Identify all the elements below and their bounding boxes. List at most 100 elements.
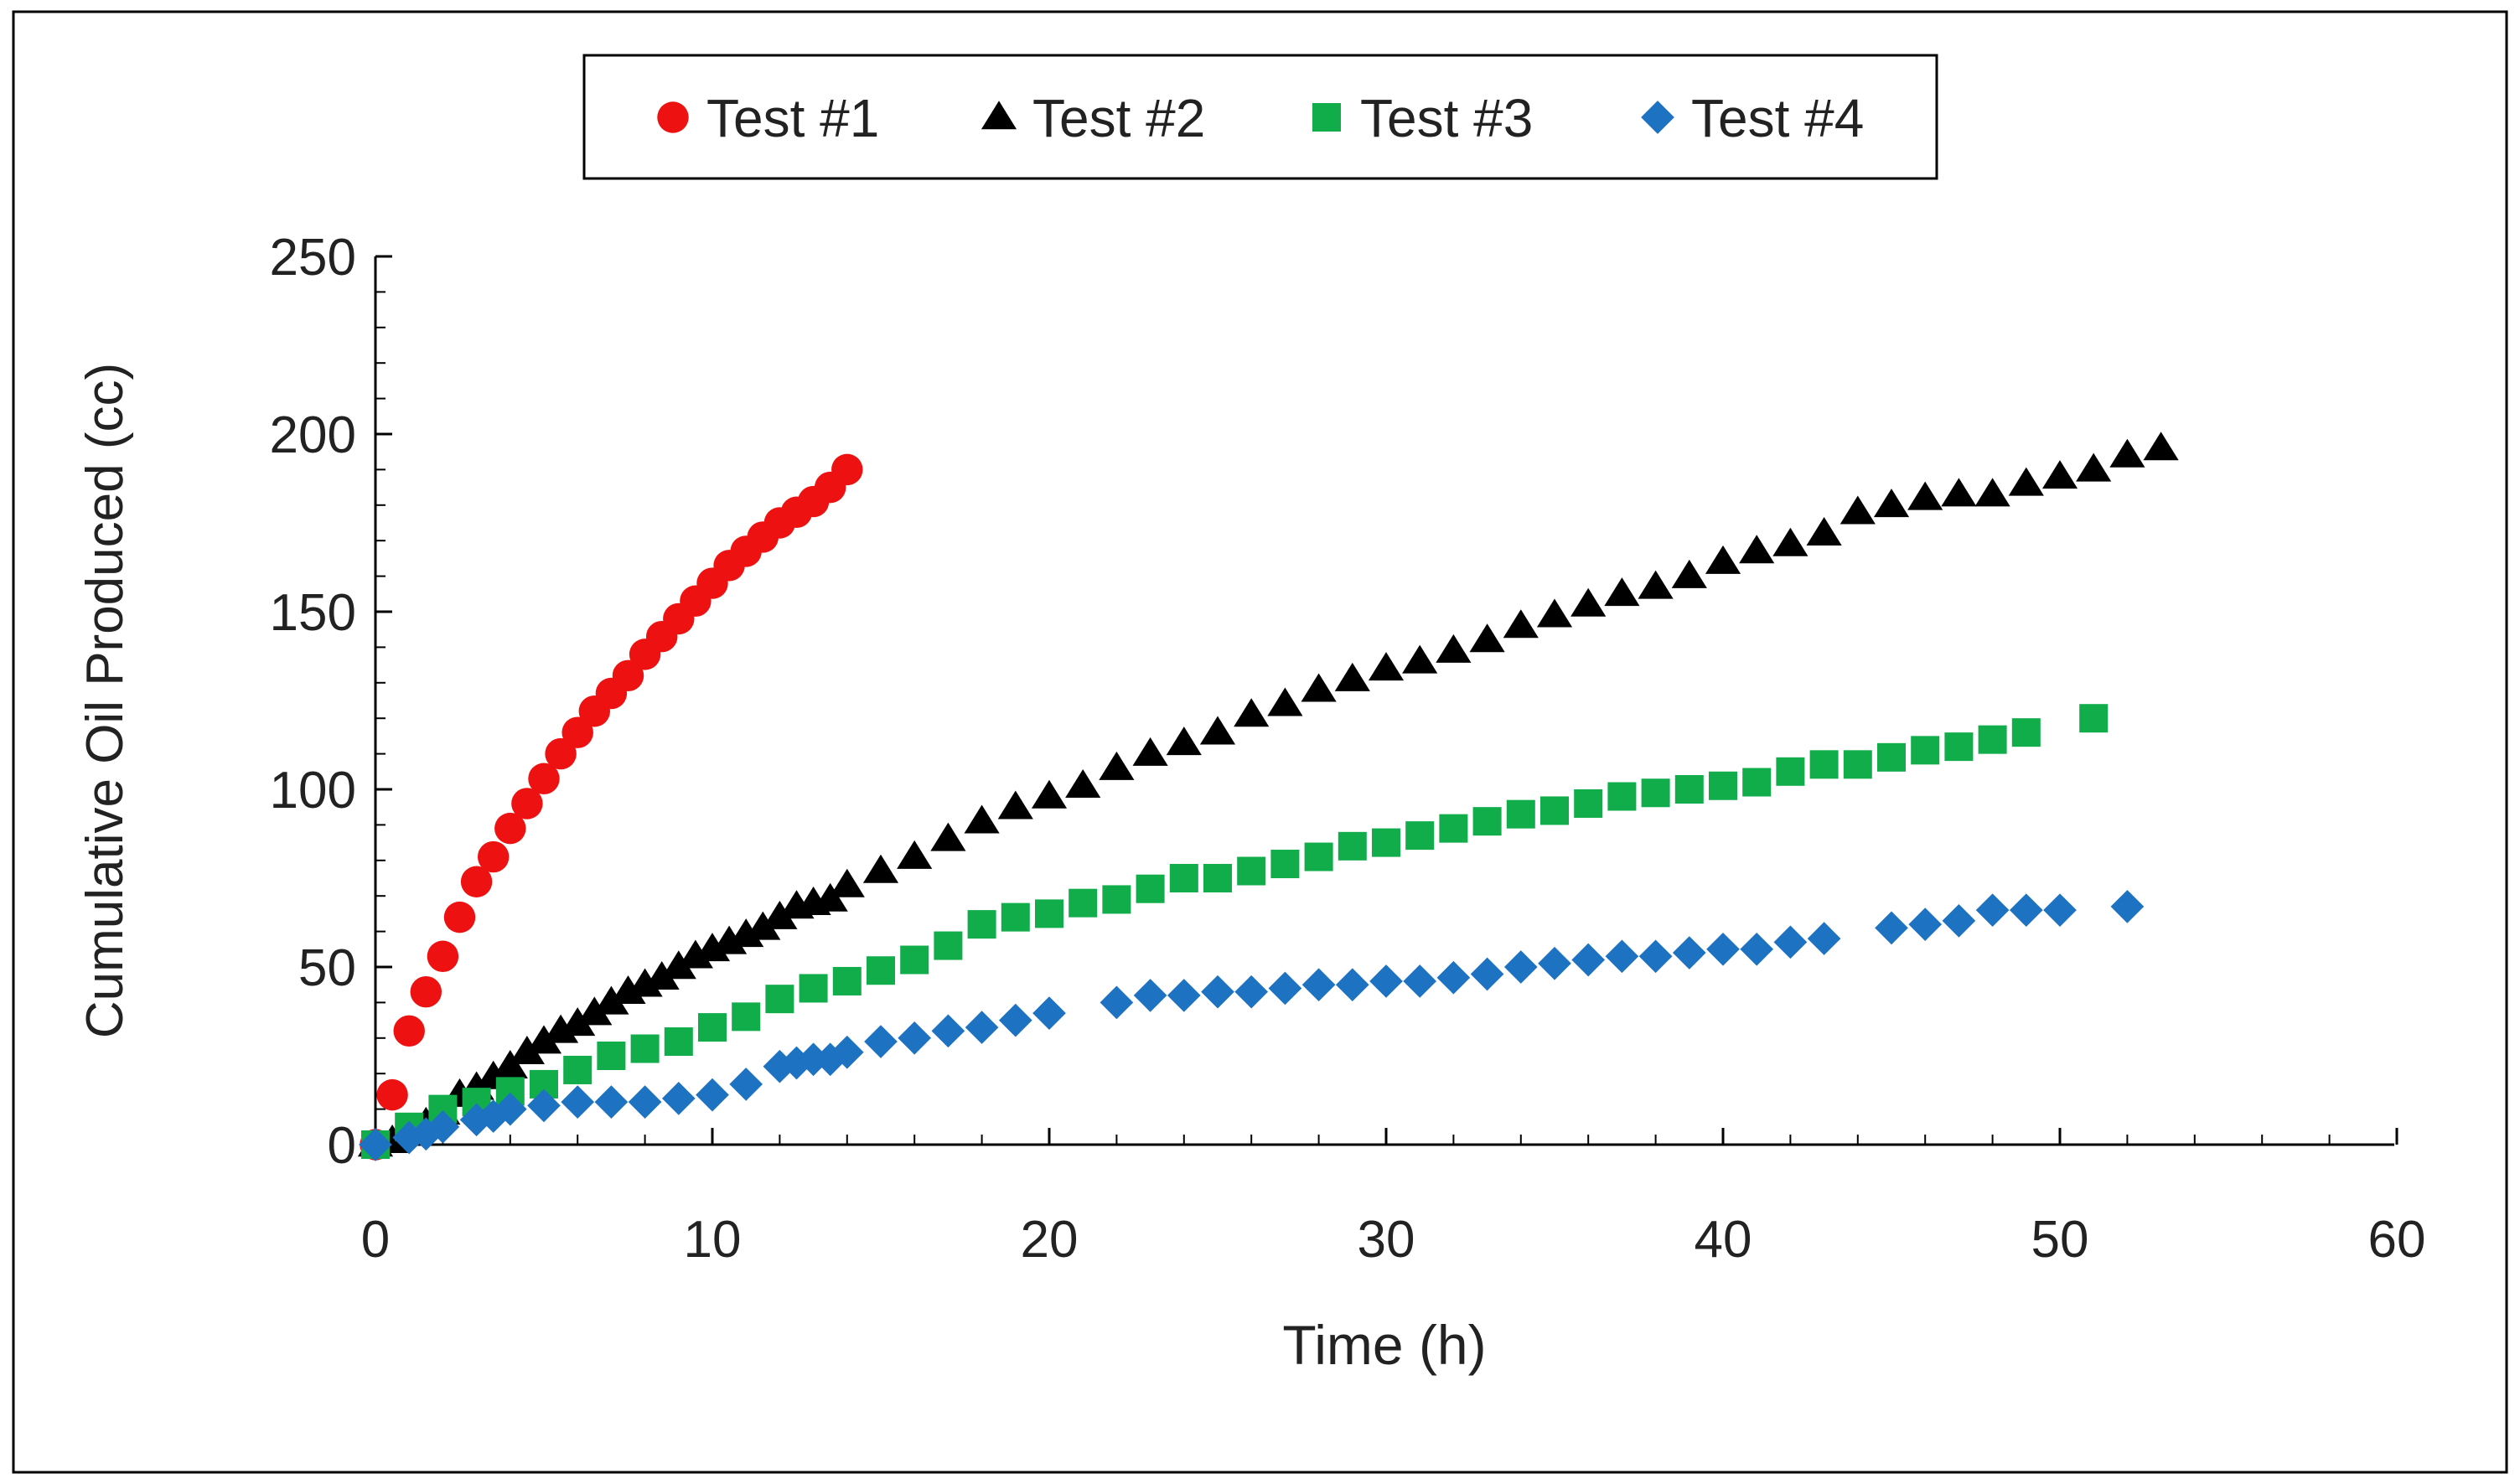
data-point	[696, 1078, 729, 1112]
x-tick-label: 60	[2368, 1211, 2426, 1269]
data-point	[796, 1042, 831, 1077]
data-point	[1641, 778, 1670, 808]
data-point	[830, 1035, 864, 1069]
data-point	[1304, 842, 1333, 871]
y-tick-label: 0	[328, 1117, 356, 1175]
data-point	[964, 804, 1000, 834]
data-point	[1199, 716, 1236, 745]
y-axis-title: Cumulative Oil Produced (cc)	[76, 363, 134, 1038]
data-point	[1506, 799, 1535, 829]
data-point	[577, 996, 613, 1026]
legend-box	[582, 54, 1938, 180]
data-point	[930, 822, 966, 851]
data-point	[1335, 968, 1369, 1002]
data-point	[1907, 481, 1943, 510]
data-point	[593, 985, 629, 1015]
data-point	[967, 910, 996, 939]
legend-entry: Test #2	[981, 88, 1205, 148]
data-point	[1001, 902, 1030, 932]
data-point	[1402, 644, 1438, 674]
data-point	[1571, 943, 1606, 977]
data-point	[628, 1085, 662, 1119]
data-point	[732, 1002, 761, 1032]
x-tick-label: 30	[1358, 1211, 1415, 1269]
data-point	[1270, 850, 1300, 879]
data-point	[630, 1034, 660, 1063]
data-point	[1102, 885, 1131, 914]
data-point	[1503, 609, 1539, 639]
legend-label: Test #1	[706, 88, 879, 148]
data-point	[1975, 893, 2010, 927]
data-point	[1742, 768, 1772, 797]
y-tick-label: 250	[270, 229, 356, 287]
data-point	[898, 1021, 932, 1055]
y-tick-label: 150	[270, 584, 356, 642]
data-point	[644, 961, 680, 990]
data-point	[1338, 831, 1367, 861]
data-point	[1368, 652, 1405, 681]
data-point	[1436, 960, 1471, 995]
data-point	[1944, 732, 1974, 762]
data-point	[934, 931, 963, 960]
y-tick-label: 200	[270, 406, 356, 464]
data-point	[612, 659, 644, 692]
data-point	[594, 1085, 629, 1119]
data-point	[1132, 737, 1168, 766]
legend-marker	[1312, 103, 1341, 132]
legend-entry: Test #3	[1312, 88, 1533, 148]
data-point	[2109, 438, 2145, 468]
data-point	[1439, 814, 1468, 843]
data-point	[1099, 751, 1135, 780]
data-point	[1843, 750, 1872, 779]
data-point	[1203, 864, 1232, 892]
data-point	[525, 1025, 562, 1054]
data-point	[1942, 904, 1976, 938]
legend-marker	[657, 101, 689, 133]
data-point	[1100, 985, 1134, 1020]
data-point	[443, 901, 476, 933]
data-point	[1638, 939, 1673, 974]
data-point	[1403, 964, 1437, 998]
data-point	[1334, 662, 1370, 691]
data-point	[765, 985, 794, 1014]
data-point	[2076, 452, 2112, 482]
data-point	[1472, 807, 1502, 836]
data-point	[1136, 874, 1165, 903]
data-point	[2009, 893, 2043, 927]
data-point	[426, 1109, 460, 1144]
data-point	[1032, 996, 1066, 1030]
data-point	[862, 854, 899, 883]
data-point	[745, 911, 781, 940]
legend-marker	[1641, 101, 1674, 134]
data-point	[494, 812, 526, 845]
data-point	[829, 868, 865, 897]
data-point	[2143, 432, 2179, 461]
data-point	[698, 1013, 727, 1042]
legend: Test #1 Test #2 Test #3 Test #4	[582, 54, 1938, 180]
y-axis-ticks: 0 50 100 150 200 250	[270, 229, 392, 1175]
data-point	[1772, 527, 1809, 556]
data-point	[1709, 771, 1737, 800]
legend-label: Test #2	[1032, 88, 1205, 148]
data-point	[1570, 587, 1607, 617]
series-layer	[357, 432, 2179, 1161]
data-point	[1369, 964, 1403, 998]
data-point	[1840, 495, 1876, 525]
legend-entry: Test #4	[1641, 88, 1864, 148]
x-tick-label: 20	[1021, 1211, 1079, 1269]
data-point	[931, 1014, 965, 1048]
data-point	[1974, 478, 2010, 507]
data-point	[1877, 742, 1906, 772]
data-point	[1672, 936, 1706, 970]
x-tick-label: 50	[2031, 1211, 2089, 1269]
data-point	[1503, 950, 1538, 984]
data-point	[729, 1068, 763, 1101]
data-point	[1604, 577, 1640, 607]
data-point	[597, 1042, 626, 1070]
data-point	[1234, 698, 1270, 727]
data-point	[527, 1088, 561, 1123]
data-point	[477, 840, 510, 873]
data-point	[1776, 757, 1805, 786]
chart-frame	[12, 10, 2508, 1474]
data-point	[528, 763, 560, 795]
